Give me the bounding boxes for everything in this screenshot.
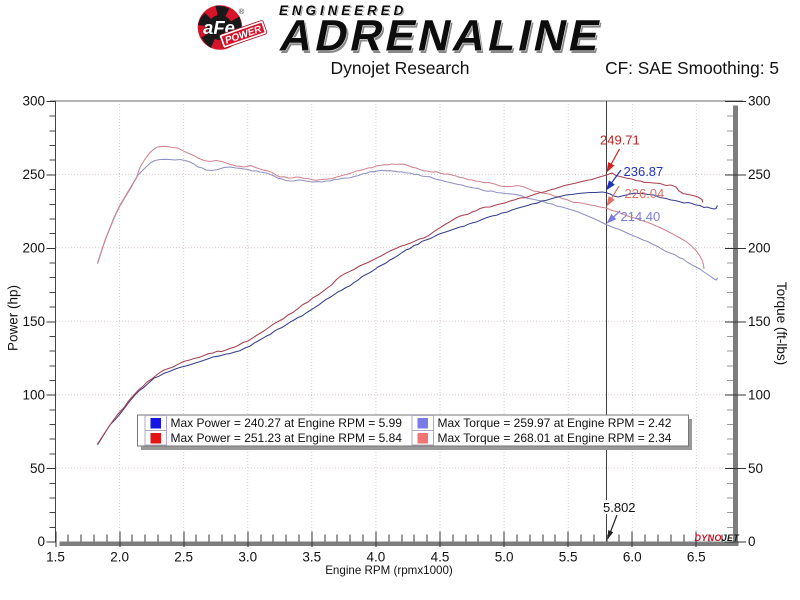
svg-text:200: 200 xyxy=(22,241,45,256)
svg-text:4.5: 4.5 xyxy=(431,550,450,565)
svg-text:3.0: 3.0 xyxy=(238,550,257,565)
svg-text:Max Torque = 259.97 at Engine: Max Torque = 259.97 at Engine RPM = 2.42 xyxy=(438,416,672,430)
svg-text:250: 250 xyxy=(22,167,45,182)
svg-text:226.04: 226.04 xyxy=(625,186,665,201)
svg-text:Torque (ft-lbs): Torque (ft-lbs) xyxy=(774,282,789,365)
svg-text:ADRENALINE: ADRENALINE xyxy=(276,12,608,60)
svg-text:Dynojet Research: Dynojet Research xyxy=(330,58,469,78)
svg-text:0: 0 xyxy=(748,534,756,549)
svg-text:300: 300 xyxy=(22,94,45,109)
svg-text:Max Power = 240.27 at Engine R: Max Power = 240.27 at Engine RPM = 5.99 xyxy=(171,416,403,430)
svg-text:200: 200 xyxy=(748,241,771,256)
svg-text:50: 50 xyxy=(748,461,763,476)
svg-text:2.0: 2.0 xyxy=(110,550,129,565)
svg-text:100: 100 xyxy=(748,387,771,402)
svg-text:ENGINEERED: ENGINEERED xyxy=(279,3,407,18)
svg-text:150: 150 xyxy=(22,314,45,329)
svg-text:5.0: 5.0 xyxy=(495,550,514,565)
svg-text:214.40: 214.40 xyxy=(621,209,661,224)
svg-text:100: 100 xyxy=(22,387,45,402)
svg-text:6.0: 6.0 xyxy=(623,550,642,565)
svg-text:Engine RPM (rpmx1000): Engine RPM (rpmx1000) xyxy=(325,564,453,577)
svg-text:3.5: 3.5 xyxy=(302,550,321,565)
svg-text:0: 0 xyxy=(37,534,45,549)
svg-text:ADRENALINE: ADRENALINE xyxy=(278,14,610,62)
svg-text:DYNOJET: DYNOJET xyxy=(695,533,741,543)
svg-text:300: 300 xyxy=(748,94,771,109)
svg-text:Max Power = 251.23 at Engine R: Max Power = 251.23 at Engine RPM = 5.84 xyxy=(171,431,403,445)
svg-text:5.5: 5.5 xyxy=(559,550,578,565)
svg-text:CF: SAE Smoothing: 5: CF: SAE Smoothing: 5 xyxy=(605,58,779,78)
svg-text:1.5: 1.5 xyxy=(46,550,65,565)
svg-text:®: ® xyxy=(239,7,245,16)
svg-text:236.87: 236.87 xyxy=(624,164,664,179)
svg-text:249.71: 249.71 xyxy=(600,133,640,148)
svg-text:50: 50 xyxy=(30,461,45,476)
svg-text:150: 150 xyxy=(748,314,771,329)
svg-text:2.5: 2.5 xyxy=(174,550,193,565)
svg-text:Power (hp): Power (hp) xyxy=(6,285,21,351)
svg-text:4.0: 4.0 xyxy=(367,550,386,565)
svg-text:5.802: 5.802 xyxy=(603,500,636,515)
svg-text:6.5: 6.5 xyxy=(687,550,706,565)
svg-text:Max Torque = 268.01 at Engine: Max Torque = 268.01 at Engine RPM = 2.34 xyxy=(438,431,672,445)
svg-text:250: 250 xyxy=(748,167,771,182)
svg-text:ENGINEERED: ENGINEERED xyxy=(280,4,408,19)
